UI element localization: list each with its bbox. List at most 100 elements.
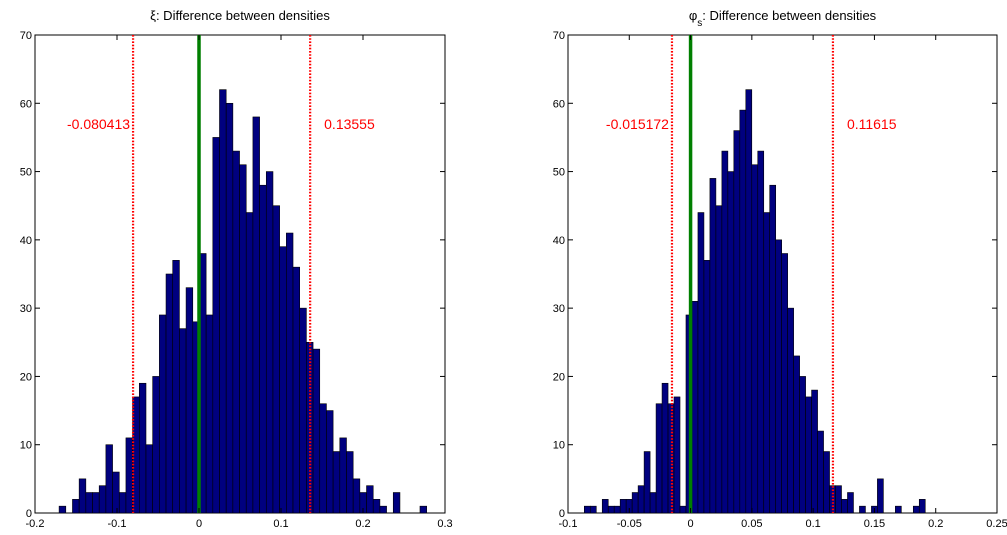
histogram-bar — [643, 451, 651, 514]
histogram-bar — [589, 505, 597, 514]
chart-title: φs: Difference between densities — [689, 8, 877, 29]
histogram-bar — [679, 505, 687, 514]
y-tick-label: 70 — [553, 30, 565, 42]
histogram-bar — [745, 89, 753, 514]
histogram-bar — [584, 505, 591, 514]
histogram-bar — [165, 273, 174, 514]
x-tick-label: 0.2 — [928, 518, 943, 530]
x-tick-label: 0.3 — [437, 518, 452, 530]
lower-bound-label: -0.080413 — [67, 116, 130, 132]
x-tick-label: 0.15 — [864, 518, 885, 530]
histogram-bar — [272, 205, 280, 514]
histogram-bar — [339, 437, 347, 514]
histogram-bar — [392, 492, 401, 514]
chart-title: ξ: Difference between densities — [150, 8, 330, 23]
histogram-bar — [793, 355, 800, 514]
histogram-bar — [739, 109, 747, 514]
histogram-bar — [757, 150, 765, 514]
histogram-bar — [703, 260, 711, 514]
x-tick-label: -0.1 — [559, 518, 578, 530]
x-tick-label: 0.1 — [273, 518, 288, 530]
histogram-bar — [212, 137, 220, 514]
y-tick-label: 40 — [20, 235, 32, 247]
upper-bound-label: 0.11615 — [847, 116, 897, 132]
histogram-bar — [259, 184, 267, 514]
histogram-bar — [159, 314, 167, 514]
histogram-bar — [219, 89, 227, 514]
histogram-bar — [72, 499, 80, 514]
histogram-bar — [847, 492, 854, 514]
title-text: : Difference between densities — [702, 8, 876, 23]
histogram-bar — [232, 150, 240, 514]
y-tick-label: 60 — [553, 98, 565, 110]
y-tick-label: 20 — [20, 371, 32, 383]
histogram-bar — [372, 499, 381, 514]
histogram-bar — [781, 253, 788, 514]
histogram-bar — [312, 348, 321, 514]
x-tick-label: -0.2 — [26, 518, 45, 530]
histogram-bar — [918, 499, 926, 514]
histogram-bar — [379, 505, 387, 514]
lower-bound-label: -0.015172 — [606, 116, 669, 132]
histogram-bar — [895, 505, 902, 514]
histogram-bar — [841, 499, 848, 514]
histogram-bar — [225, 102, 234, 514]
title-subscript: s — [697, 18, 702, 29]
histogram-bar — [823, 451, 830, 514]
histogram-bar — [805, 396, 812, 514]
histogram-bar — [352, 478, 361, 514]
y-tick-label: 60 — [20, 98, 32, 110]
histogram-bar — [292, 266, 300, 514]
histogram-bar — [691, 301, 699, 514]
right-histogram-panel: -0.015172 0.11615 0 10 20 30 40 50 60 70 -0.1 -0.05… — [553, 8, 1007, 530]
x-tick-label: 0.1 — [805, 518, 820, 530]
histogram-bar — [697, 212, 705, 514]
y-tick-label: 50 — [20, 167, 32, 179]
histogram-bar — [78, 478, 87, 514]
histogram-bar — [145, 444, 153, 514]
histogram-bar — [733, 130, 741, 514]
histogram-bar — [105, 444, 113, 514]
histogram-bar — [185, 287, 194, 514]
histogram-bar — [613, 505, 621, 514]
histogram-bar — [859, 505, 866, 514]
histogram-bar — [673, 396, 681, 514]
y-tick-label: 70 — [20, 30, 32, 42]
histogram-bar — [92, 492, 100, 514]
histogram-bar — [835, 485, 842, 514]
histogram-bar — [172, 260, 180, 514]
histogram-bar — [715, 205, 723, 514]
histogram-bar — [787, 307, 794, 514]
histogram-bar — [279, 246, 287, 514]
histogram-bar — [152, 376, 160, 514]
histogram-bar — [661, 382, 669, 514]
y-tick-label: 30 — [20, 303, 32, 315]
histogram-bar — [239, 164, 247, 514]
histogram-bar — [139, 382, 147, 514]
histogram-bar — [125, 437, 133, 514]
x-tick-label: 0 — [688, 518, 694, 530]
histogram-bar — [118, 492, 127, 514]
histogram-bar — [98, 485, 107, 514]
histogram-bar — [265, 171, 274, 514]
histogram-bar — [419, 505, 427, 514]
histogram-bar — [631, 492, 639, 514]
x-tick-label: 0 — [196, 518, 202, 530]
histogram-bar — [601, 499, 609, 514]
histogram-bar — [709, 178, 717, 514]
histogram-bar — [245, 212, 254, 514]
histogram-bar — [655, 403, 663, 514]
histogram-bar — [619, 499, 627, 514]
x-tick-label: 0.05 — [741, 518, 762, 530]
histogram-bar — [775, 239, 782, 514]
x-tick-label: 0.2 — [355, 518, 370, 530]
histogram-bar — [58, 505, 67, 514]
title-symbol: φ — [689, 8, 697, 23]
x-tick-label: -0.05 — [617, 518, 642, 530]
histogram-bar — [366, 485, 374, 514]
histogram-bar — [85, 492, 93, 514]
y-tick-label: 0 — [559, 508, 565, 520]
left-histogram-panel: -0.080413 0.13555 0 10 20 30 40 50 60 70 -0.2 -0.1 0… — [20, 8, 453, 530]
histogram-bar — [607, 505, 615, 514]
